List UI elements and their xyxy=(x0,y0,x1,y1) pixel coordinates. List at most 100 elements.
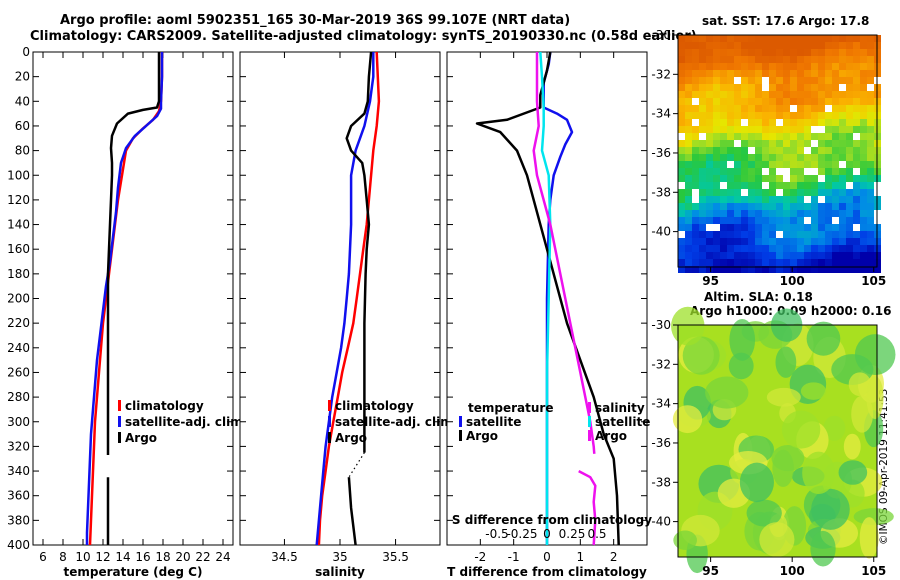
sla-map-xtick-label: 105 xyxy=(861,564,886,578)
sst-cell xyxy=(853,105,860,112)
sst-cell xyxy=(678,238,685,245)
sst-cell xyxy=(797,42,804,49)
sst-cell xyxy=(734,126,741,133)
sst-cell xyxy=(846,210,853,217)
sst-cell xyxy=(825,175,832,182)
sst-cell xyxy=(804,77,811,84)
sst-cell xyxy=(846,196,853,203)
sst-cell xyxy=(825,112,832,119)
sst-cell xyxy=(748,210,755,217)
sst-cell xyxy=(818,168,825,175)
sst-cell xyxy=(818,126,825,133)
sst-cell xyxy=(860,217,867,224)
temp-legend-swatch xyxy=(118,400,121,411)
sla-blob xyxy=(759,522,795,557)
sst-cell xyxy=(727,63,734,70)
sst-cell xyxy=(706,175,713,182)
sst-cell xyxy=(818,105,825,112)
sst-cell xyxy=(797,112,804,119)
sst-cell xyxy=(804,168,811,175)
sst-cell xyxy=(692,147,699,154)
sst-map-ytick-label: -30 xyxy=(651,28,671,42)
diff-legend-left-label: Argo xyxy=(466,429,498,443)
sst-cell xyxy=(685,196,692,203)
temperature-xtick-label: 12 xyxy=(95,550,110,564)
sst-cell xyxy=(783,84,790,91)
sst-cell xyxy=(706,154,713,161)
sst-cell xyxy=(804,84,811,91)
sla-blob xyxy=(673,530,697,550)
sst-cell xyxy=(706,91,713,98)
diff-legend-swatch xyxy=(588,402,591,413)
sst-cell xyxy=(741,84,748,91)
diff-legend-right-label: satellite xyxy=(595,415,650,429)
sst-cell xyxy=(867,182,874,189)
sst-cell xyxy=(748,70,755,77)
sst-cell xyxy=(825,98,832,105)
sst-cell xyxy=(755,231,762,238)
sst-cell xyxy=(804,203,811,210)
sst-cell xyxy=(790,175,797,182)
sst-cell xyxy=(853,63,860,70)
sst-cell xyxy=(832,70,839,77)
sst-cell xyxy=(811,126,818,133)
sst-cell xyxy=(867,168,874,175)
sst-cell xyxy=(734,182,741,189)
sst-cell xyxy=(755,77,762,84)
sst-cell xyxy=(720,77,727,84)
sst-cell xyxy=(706,98,713,105)
sst-cell xyxy=(699,175,706,182)
sst-cell xyxy=(748,196,755,203)
sla-blob xyxy=(802,451,836,495)
temperature-ytick-label: 20 xyxy=(15,70,30,84)
sst-cell xyxy=(832,154,839,161)
sst-cell xyxy=(783,168,790,175)
sst-cell xyxy=(762,147,769,154)
sst-cell xyxy=(797,84,804,91)
sst-cell xyxy=(699,189,706,196)
sst-cell xyxy=(734,133,741,140)
sst-cell xyxy=(860,182,867,189)
sst-cell xyxy=(818,49,825,56)
sst-cell xyxy=(846,77,853,84)
sst-cell xyxy=(727,140,734,147)
sst-cell xyxy=(790,203,797,210)
salinity-line-argo xyxy=(347,477,357,546)
sst-cell xyxy=(741,35,748,42)
salinity-line-argo xyxy=(345,51,373,453)
sst-cell xyxy=(776,112,783,119)
sst-cell xyxy=(769,133,776,140)
salinity-xtick-label: 34.5 xyxy=(271,550,298,564)
sst-cell xyxy=(762,231,769,238)
temp-legend-label: Argo xyxy=(125,431,157,445)
sst-cell xyxy=(720,154,727,161)
sst-cell xyxy=(797,126,804,133)
sst-cell xyxy=(769,112,776,119)
sst-cell xyxy=(741,224,748,231)
sst-cell xyxy=(790,245,797,252)
sst-cell xyxy=(797,119,804,126)
sst-cell xyxy=(776,182,783,189)
sst-cell xyxy=(741,238,748,245)
sst-cell xyxy=(783,252,790,259)
sst-cell xyxy=(720,252,727,259)
sst-cell xyxy=(776,231,783,238)
sst-cell xyxy=(713,210,720,217)
sst-cell xyxy=(860,35,867,42)
sst-cell xyxy=(783,203,790,210)
sst-cell xyxy=(720,105,727,112)
sst-cell xyxy=(811,203,818,210)
sst-cell xyxy=(706,252,713,259)
difference-panel: -2 -1 0 1 2T difference from climatology -0.5… xyxy=(446,51,652,579)
title-line-2: Climatology: CARS2009. Satellite-adjuste… xyxy=(30,29,697,44)
sst-cell xyxy=(762,112,769,119)
sst-cell xyxy=(692,196,699,203)
sst-cell xyxy=(720,161,727,168)
sst-cell xyxy=(811,70,818,77)
sst-cell xyxy=(748,147,755,154)
sst-cell xyxy=(734,35,741,42)
sst-cell xyxy=(692,224,699,231)
sst-cell xyxy=(867,245,874,252)
sst-cell xyxy=(727,259,734,266)
sst-cell xyxy=(804,133,811,140)
